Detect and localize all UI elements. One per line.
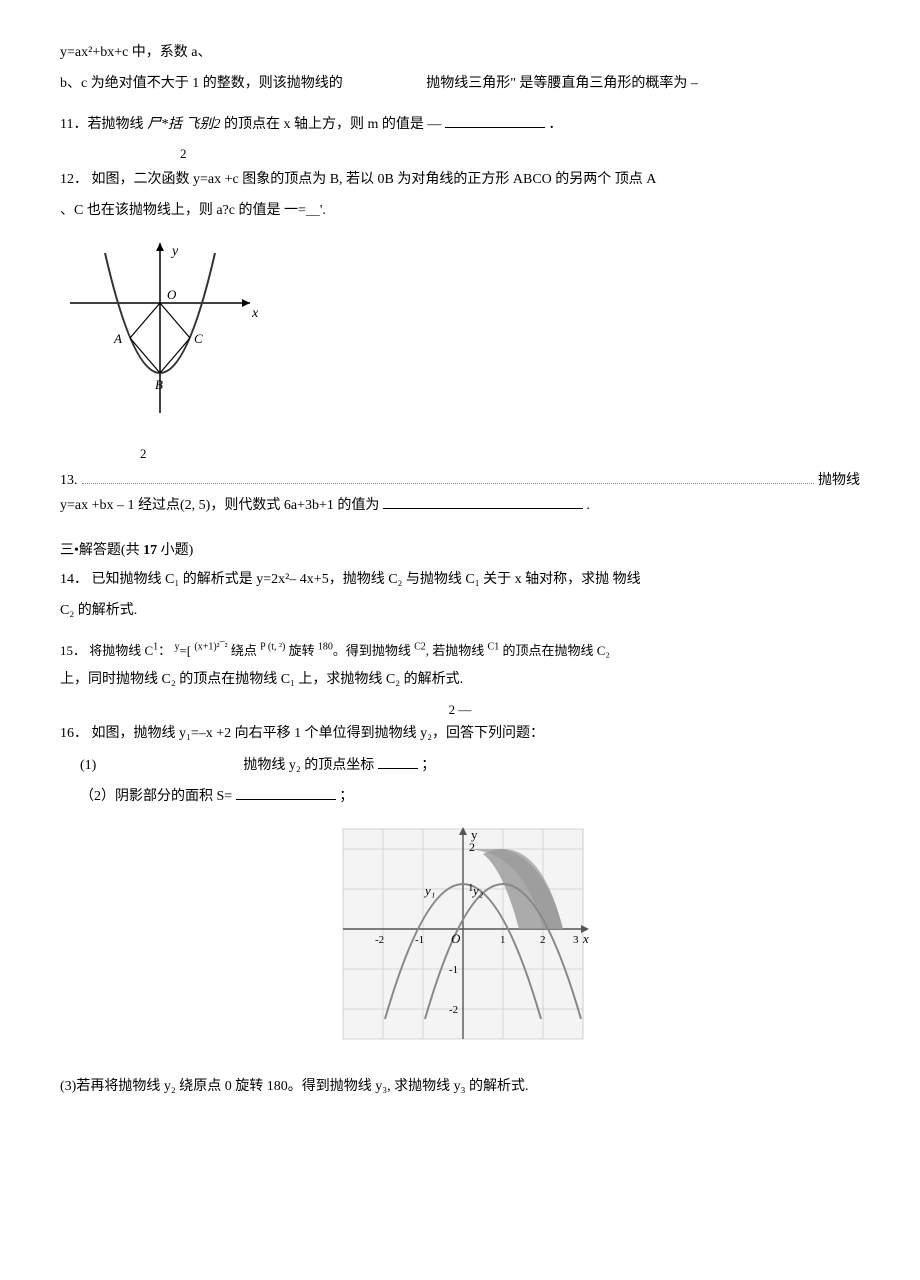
q15-h: 的顶点在抛物线 C₂ xyxy=(499,643,610,658)
q16-sub2-blank xyxy=(236,786,336,800)
q11-text-b: 的顶点在 x 轴上方，则 m 的值是 — xyxy=(224,117,441,132)
label-y: y xyxy=(170,244,179,259)
label-x: x xyxy=(251,306,259,321)
q15-f: 。得到抛物线 xyxy=(333,643,414,658)
q12-svg: y x O A C B xyxy=(60,233,270,423)
q15-s3: (x+1)²¯² xyxy=(194,642,227,653)
q16-svg: y x O 2 y₁ y₂ -2 -1 1 2 3 -1 -2 1 xyxy=(325,819,595,1049)
q10-line2: b、c 为绝对值不大于 1 的整数，则该抛物线的 抛物线三角形" 是等腰直角三角… xyxy=(60,71,860,96)
q13-line2-b: . xyxy=(586,498,590,513)
section3-text: 三•解答题(共 17 小题) xyxy=(60,543,193,558)
yt-1: -1 xyxy=(449,964,458,976)
q11-text-a: 11．若抛物线 xyxy=(60,117,147,132)
q13-line2: y=ax +bx – 1 经过点(2, 5)，则代数式 6a+3b+1 的值为 … xyxy=(60,493,860,518)
q16-figure: y x O 2 y₁ y₂ -2 -1 1 2 3 -1 -2 1 xyxy=(60,819,860,1058)
xt3: 3 xyxy=(573,934,579,946)
q15-a: 15． 将抛物线 C xyxy=(60,643,153,658)
q16-line1: 16． 如图，抛物线 y₁=–x +2 向右平移 1 个单位得到抛物线 y₂，回… xyxy=(60,721,860,746)
y1-label: y₁ xyxy=(423,883,435,898)
tick-2y: 2 xyxy=(469,840,475,854)
q12-line2: 、C 也在该抛物线上，则 a?c 的值是 一=＿'. xyxy=(60,198,860,223)
q12-sup: 2 xyxy=(180,142,187,165)
q10-line1: y=ax²+bx+c 中，系数 a、 xyxy=(60,40,860,65)
q16-sub2-a: （2）阴影部分的面积 S= xyxy=(80,789,236,804)
q13-tail: 抛物线 xyxy=(818,468,860,493)
q16-sub1-b: 抛物线 y₂ 的顶点坐标 xyxy=(243,758,377,773)
label-C: C xyxy=(194,331,203,346)
label-A: A xyxy=(113,331,122,346)
q13-line1: 13. 抛物线 xyxy=(60,468,860,493)
q15-c: =[ xyxy=(179,643,194,658)
q11: 11．若抛物线 尸*括 飞别2 的顶点在 x 轴上方，则 m 的值是 — ． xyxy=(60,112,860,137)
q14-line2: C₂ 的解析式. xyxy=(60,598,860,623)
q13-line2-a: y=ax +bx – 1 经过点(2, 5)，则代数式 6a+3b+1 的值为 xyxy=(60,498,379,513)
xt2: 2 xyxy=(540,934,546,946)
label-B: B xyxy=(155,377,163,392)
xt1: 1 xyxy=(500,934,506,946)
q15-s7: C1 xyxy=(488,642,500,653)
q15-d: 绕点 xyxy=(228,643,261,658)
q16-sub2: （2）阴影部分的面积 S= ； xyxy=(60,784,860,809)
q16-sup: 2 — xyxy=(60,698,860,721)
xt-2: -2 xyxy=(375,934,384,946)
q13-label: 13. xyxy=(60,468,78,493)
q13-sup: 2 xyxy=(140,442,147,465)
q15-s4: P (t, ²) xyxy=(260,642,285,653)
q15-b: ： xyxy=(158,643,174,658)
yt-2: -2 xyxy=(449,1004,458,1016)
origin-label: O xyxy=(451,931,461,946)
q15-line1: 15． 将抛物线 C1： y=[ (x+1)²¯² 绕点 P (t, ²) 旋转… xyxy=(60,639,860,662)
q15-s5: 180 xyxy=(318,642,333,653)
q10-line2-b: 抛物线三角形" 是等腰直角三角形的概率为 – xyxy=(426,71,698,96)
q11-text-c: ． xyxy=(548,117,562,132)
q16-sub1-blank xyxy=(378,755,418,769)
q13-fill xyxy=(82,470,815,484)
yt1: 1 xyxy=(468,882,474,894)
xt-1: -1 xyxy=(415,934,424,946)
q15-line2: 上，同时抛物线 C₂ 的顶点在抛物线 C₁ 上，求抛物线 C₂ 的解析式. xyxy=(60,667,860,692)
q16-sub1: (1) 抛物线 y₂ 的顶点坐标 ； xyxy=(60,753,860,778)
q12-line1: 12． 如图，二次函数 y=ax +c 图象的顶点为 B, 若以 0B 为对角线… xyxy=(60,167,860,192)
q14-line1: 14． 已知抛物线 C₁ 的解析式是 y=2x²– 4x+5，抛物线 C₂ 与抛… xyxy=(60,567,860,592)
label-O: O xyxy=(167,287,177,302)
q11-formula: 尸*括 飞别2 xyxy=(147,117,221,132)
q11-blank xyxy=(445,114,545,128)
q16-sub1-a: (1) xyxy=(80,758,96,773)
q16-sub1-c: ； xyxy=(421,758,435,773)
q10-line2-a: b、c 为绝对值不大于 1 的整数，则该抛物线的 xyxy=(60,76,343,91)
q13-blank xyxy=(383,495,583,509)
xaxis-label: x xyxy=(582,931,589,946)
q16-sub3: (3)若再将抛物线 y₂ 绕原点 0 旋转 180。得到抛物线 y₃, 求抛物线… xyxy=(60,1074,860,1099)
section3-title: 三•解答题(共 17 小题) xyxy=(60,538,860,563)
q15-g: , 若抛物线 xyxy=(426,643,488,658)
q16-sub2-b: ； xyxy=(339,789,353,804)
q12-figure: y x O A C B xyxy=(60,233,860,432)
q15-e: 旋转 xyxy=(285,643,318,658)
q15-s6: C2 xyxy=(414,642,426,653)
